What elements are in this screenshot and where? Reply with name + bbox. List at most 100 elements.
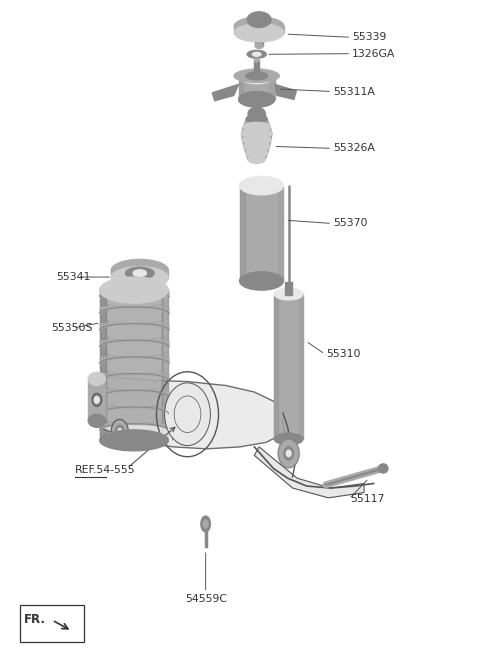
- Ellipse shape: [239, 68, 275, 84]
- Bar: [248, 113, 265, 120]
- Bar: [100, 290, 106, 307]
- Ellipse shape: [240, 272, 283, 290]
- Ellipse shape: [234, 70, 279, 83]
- Ellipse shape: [252, 52, 261, 56]
- Bar: [162, 357, 168, 373]
- Bar: [162, 424, 168, 440]
- Bar: [162, 407, 168, 424]
- Bar: [239, 76, 275, 99]
- Bar: [240, 186, 245, 281]
- Ellipse shape: [92, 394, 102, 406]
- Bar: [100, 390, 106, 407]
- Ellipse shape: [88, 414, 106, 427]
- Bar: [100, 424, 106, 440]
- Bar: [20, 605, 84, 642]
- Text: 55117: 55117: [350, 494, 384, 504]
- Ellipse shape: [246, 72, 267, 80]
- Ellipse shape: [246, 148, 268, 157]
- Bar: [106, 290, 162, 307]
- Ellipse shape: [286, 450, 291, 457]
- Bar: [254, 60, 259, 71]
- Ellipse shape: [239, 92, 275, 107]
- Ellipse shape: [378, 464, 388, 473]
- Bar: [100, 373, 106, 390]
- Ellipse shape: [247, 12, 271, 28]
- Ellipse shape: [133, 270, 146, 276]
- Bar: [275, 294, 278, 439]
- Bar: [106, 390, 162, 407]
- Bar: [100, 407, 106, 424]
- Bar: [239, 76, 243, 99]
- Ellipse shape: [275, 288, 303, 300]
- Bar: [162, 340, 168, 357]
- Text: 54559C: 54559C: [185, 594, 227, 604]
- Bar: [100, 323, 106, 340]
- Polygon shape: [275, 85, 296, 99]
- Bar: [162, 373, 168, 390]
- Bar: [111, 270, 168, 277]
- Bar: [106, 373, 162, 390]
- Ellipse shape: [284, 447, 293, 460]
- Bar: [106, 307, 162, 323]
- Text: 55339: 55339: [352, 32, 386, 43]
- Polygon shape: [92, 377, 285, 449]
- Bar: [300, 294, 303, 439]
- Ellipse shape: [125, 267, 154, 279]
- Bar: [162, 323, 168, 340]
- Bar: [162, 307, 168, 323]
- Ellipse shape: [116, 425, 124, 437]
- Ellipse shape: [88, 373, 106, 386]
- Ellipse shape: [278, 439, 299, 468]
- Bar: [106, 340, 162, 357]
- Ellipse shape: [255, 43, 263, 49]
- Bar: [234, 26, 284, 33]
- Bar: [285, 282, 292, 295]
- Ellipse shape: [111, 419, 128, 443]
- Ellipse shape: [203, 520, 208, 528]
- Ellipse shape: [243, 122, 270, 131]
- Polygon shape: [241, 133, 272, 140]
- Ellipse shape: [244, 142, 270, 151]
- Text: 55311A: 55311A: [333, 87, 375, 96]
- Polygon shape: [241, 127, 272, 133]
- Bar: [270, 76, 275, 99]
- Ellipse shape: [100, 277, 168, 303]
- Ellipse shape: [254, 58, 259, 62]
- Ellipse shape: [234, 17, 284, 35]
- Bar: [100, 340, 106, 357]
- Polygon shape: [246, 153, 268, 159]
- Ellipse shape: [240, 176, 283, 195]
- Ellipse shape: [248, 107, 265, 120]
- Text: FR.: FR.: [24, 613, 46, 626]
- Ellipse shape: [118, 428, 121, 434]
- Ellipse shape: [248, 155, 265, 163]
- Ellipse shape: [247, 51, 266, 58]
- Ellipse shape: [100, 430, 168, 451]
- Text: 55310: 55310: [326, 349, 360, 359]
- Bar: [106, 323, 162, 340]
- Bar: [278, 186, 283, 281]
- Polygon shape: [242, 140, 271, 146]
- Ellipse shape: [275, 433, 303, 445]
- Text: 1326GA: 1326GA: [352, 49, 396, 58]
- Text: 55326A: 55326A: [333, 144, 375, 154]
- Text: 55341: 55341: [56, 272, 91, 282]
- Ellipse shape: [201, 516, 210, 532]
- Bar: [275, 294, 303, 439]
- Bar: [240, 186, 283, 281]
- Bar: [162, 290, 168, 307]
- Polygon shape: [243, 119, 270, 127]
- Polygon shape: [254, 447, 364, 498]
- Bar: [88, 379, 106, 420]
- Bar: [106, 424, 162, 440]
- Bar: [100, 307, 106, 323]
- Bar: [106, 357, 162, 373]
- Bar: [100, 357, 106, 373]
- Ellipse shape: [246, 114, 267, 123]
- Ellipse shape: [111, 259, 168, 281]
- Bar: [106, 407, 162, 424]
- Polygon shape: [244, 146, 270, 153]
- Ellipse shape: [111, 266, 168, 289]
- Bar: [162, 390, 168, 407]
- Polygon shape: [212, 85, 239, 100]
